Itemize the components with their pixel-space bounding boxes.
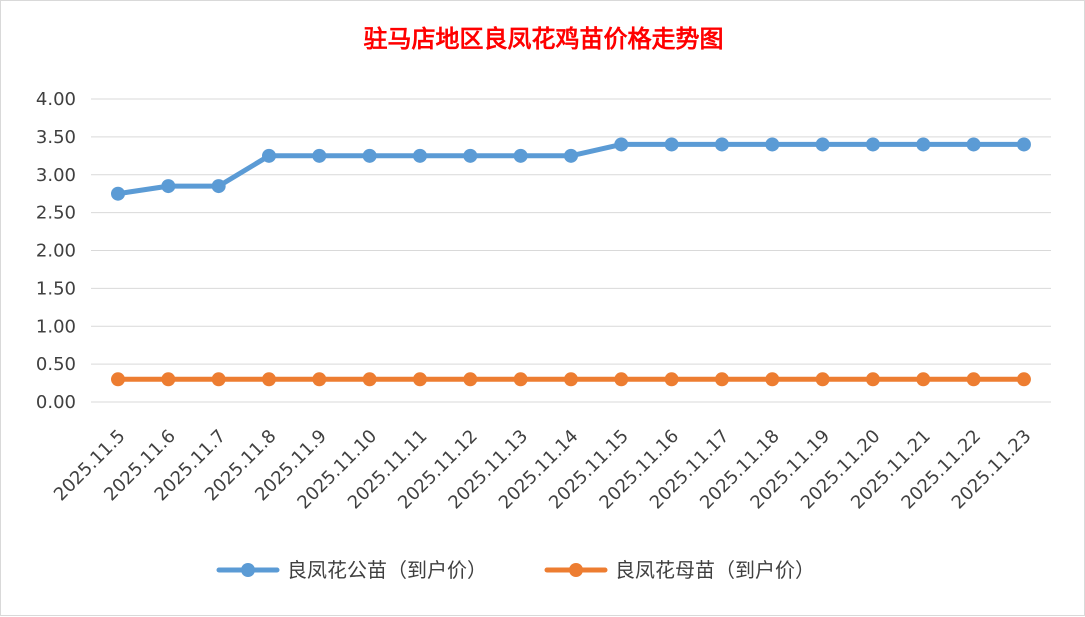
legend-label: 良凤花公苗（到户价） [287, 558, 487, 582]
data-point [463, 372, 478, 387]
data-point [362, 372, 377, 387]
data-point [614, 372, 629, 387]
data-point [865, 372, 880, 387]
data-point [815, 372, 830, 387]
data-point [211, 372, 226, 387]
data-point [362, 148, 377, 163]
data-point [916, 137, 931, 152]
chart-title: 驻马店地区良凤花鸡苗价格走势图 [363, 24, 724, 53]
y-tick-label: 3.50 [36, 127, 76, 148]
data-point [312, 148, 327, 163]
data-point [765, 372, 780, 387]
data-point [1016, 372, 1031, 387]
data-point [161, 372, 176, 387]
data-point [412, 372, 427, 387]
data-point [412, 148, 427, 163]
data-point [261, 148, 276, 163]
y-tick-label: 1.50 [36, 278, 76, 299]
data-point [664, 137, 679, 152]
data-point [916, 372, 931, 387]
legend-swatch-marker [569, 563, 583, 577]
y-tick-label: 0.50 [36, 354, 76, 375]
data-point [261, 372, 276, 387]
data-point [211, 179, 226, 194]
data-point [111, 372, 125, 387]
data-point [966, 137, 981, 152]
data-point [614, 137, 629, 152]
data-point [1016, 137, 1031, 152]
y-tick-label: 3.00 [36, 165, 76, 186]
legend-swatch-marker [241, 563, 255, 577]
y-tick-label: 1.00 [36, 316, 76, 337]
data-point [161, 179, 176, 194]
data-point [312, 372, 327, 387]
data-point [765, 137, 780, 152]
data-point [664, 372, 679, 387]
y-tick-label: 0.00 [36, 392, 76, 413]
data-point [966, 372, 981, 387]
data-point [513, 148, 528, 163]
data-point [815, 137, 830, 152]
y-tick-label: 4.00 [36, 89, 76, 110]
data-point [714, 372, 729, 387]
data-point [463, 148, 478, 163]
data-point [513, 372, 528, 387]
y-tick-label: 2.00 [36, 241, 76, 262]
data-point [865, 137, 880, 152]
legend-label: 良凤花母苗（到户价） [615, 558, 815, 582]
data-point [714, 137, 729, 152]
data-point [111, 186, 125, 201]
y-tick-label: 2.50 [36, 203, 76, 224]
data-point [563, 372, 578, 387]
data-point [563, 148, 578, 163]
